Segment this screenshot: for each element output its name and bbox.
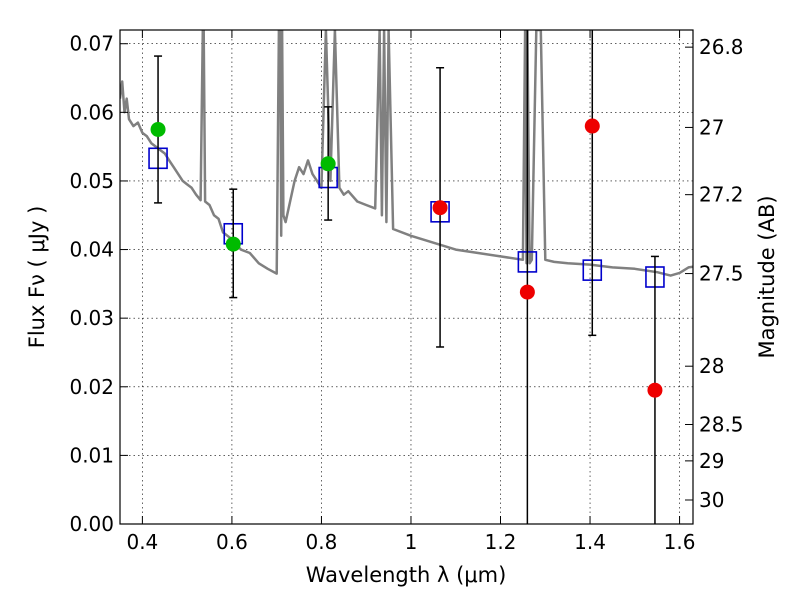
x-tick-label: 1.6 [664,530,696,554]
plot-frame [119,29,694,525]
right-axis-label: Magnitude (AB) [755,195,779,358]
tick-marks [120,30,693,525]
y-tick-label: 0.01 [69,443,114,467]
x-axis-label: Wavelength λ (μm) [306,563,507,587]
y-tick-label: 0.00 [69,512,114,536]
x-tick-label: 1 [405,530,418,554]
green-data-point [225,236,241,252]
green-data-point [150,121,166,137]
right-tick-label: 27 [699,115,724,139]
right-tick-label: 28.5 [699,413,744,437]
green-data-point [320,156,336,172]
red-data-point [519,284,535,300]
right-tick-label: 28 [699,354,724,378]
marker-layer [148,30,665,524]
y-tick-label: 0.04 [69,238,114,262]
red-data-point [584,118,600,134]
right-tick-label: 27.2 [699,183,744,207]
x-tick-label: 0.6 [216,530,248,554]
tick-labels: 0.4 0.6 0.8 1 1.2 1.4 1.6 0.00 0.01 0.02 0.03 0.04 0… [69,32,743,554]
right-tick-label: 30 [699,488,724,512]
y-tick-label: 0.05 [69,169,114,193]
right-tick-label: 27.5 [699,262,744,286]
x-tick-label: 1.2 [485,530,517,554]
model-spectrum-line [120,30,693,277]
plot-background [120,30,693,524]
right-tick-label: 26.8 [699,35,744,59]
y-axis-label: Flux Fν ( μJy ) [25,206,49,349]
x-tick-label: 1.4 [574,530,606,554]
x-tick-label: 0.8 [306,530,338,554]
red-data-point [432,200,448,216]
right-tick-label: 29 [699,449,724,473]
y-tick-label: 0.02 [69,375,114,399]
y-tick-label: 0.03 [69,306,114,330]
y-tick-label: 0.07 [69,32,114,56]
plot-area [120,30,693,277]
y-tick-label: 0.06 [69,100,114,124]
red-data-point [647,382,663,398]
x-tick-label: 0.4 [126,530,158,554]
grid-lines [120,30,693,525]
